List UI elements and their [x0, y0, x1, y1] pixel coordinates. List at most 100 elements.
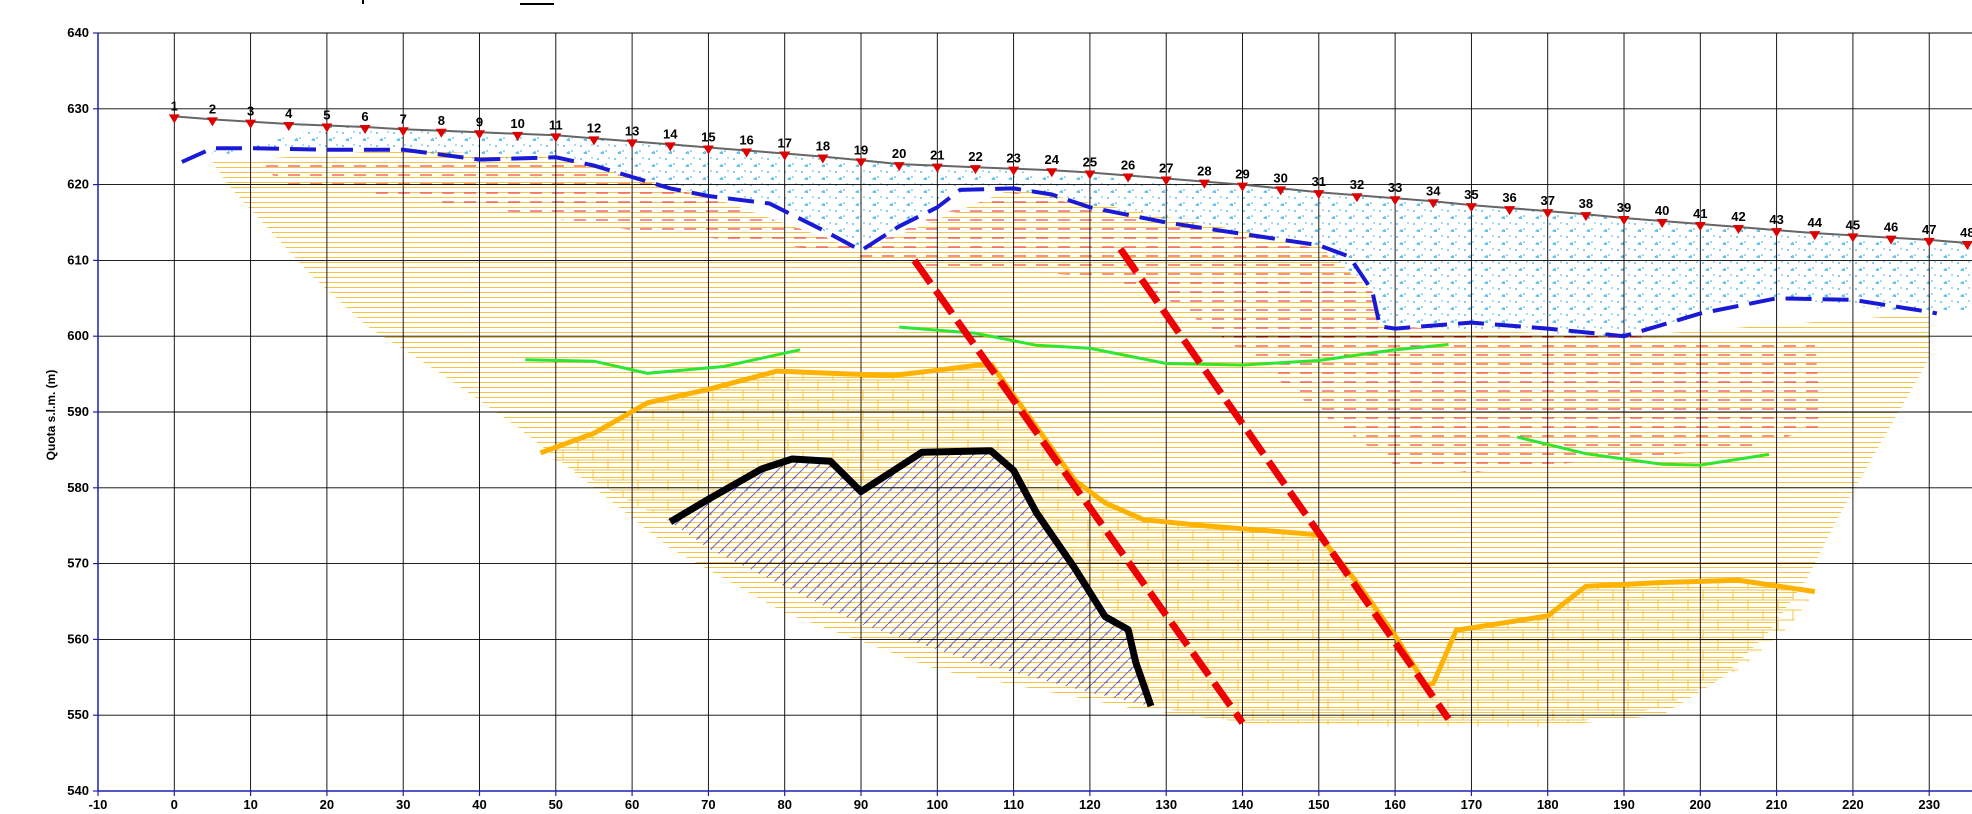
electrodes: 1 2 3 4 5 6 7 8 9 10 11 12 13 14 15 16 17 18 19 20 21 22 23 24 2… — [168, 98, 1972, 250]
electrode-triangle — [626, 139, 638, 149]
electrode-marker: 7 — [397, 111, 409, 137]
axes: -10 0 10 20 30 40 50 60 70 80 90 100 110 120 130 140 150… — [67, 25, 1972, 812]
electrode-label: 7 — [400, 111, 407, 126]
diagonal-bedrock-zone — [670, 450, 1151, 707]
electrode-label: 1 — [171, 98, 178, 113]
interpreted-lines — [181, 146, 1938, 725]
x-tick-label: 150 — [1308, 797, 1330, 812]
electrode-marker: 11 — [549, 117, 563, 143]
electrode-triangle — [1809, 231, 1821, 241]
electrode-triangle — [1122, 173, 1134, 183]
electrode-label: 48 — [1960, 225, 1972, 240]
electrode-triangle — [397, 127, 409, 137]
electrode-label: 11 — [549, 117, 563, 132]
electrode-marker: 27 — [1159, 161, 1173, 186]
electrode-label: 27 — [1159, 161, 1173, 176]
electrode-marker: 25 — [1083, 154, 1097, 180]
electrode-triangle — [855, 158, 867, 168]
red-dash-zone — [250, 158, 1823, 473]
green-line-3 — [1516, 435, 1770, 467]
y-tick-label: 600 — [67, 328, 89, 343]
electrode-marker: 33 — [1388, 180, 1402, 206]
electrode-triangle — [474, 130, 486, 140]
x-tick-label: 220 — [1842, 797, 1864, 812]
x-tick-label: 40 — [472, 797, 486, 812]
electrode-label: 10 — [510, 116, 524, 131]
electrode-label: 2 — [209, 101, 216, 116]
green-line-1 — [525, 348, 801, 375]
brick-limestone-zone — [540, 363, 1815, 727]
electrode-label: 26 — [1121, 158, 1135, 173]
y-tick-label: 630 — [67, 101, 89, 116]
blue-dashed-boundary — [181, 146, 1938, 339]
x-tick-label: 230 — [1918, 797, 1940, 812]
x-tick-label: 170 — [1461, 797, 1483, 812]
x-tick-label: 130 — [1155, 797, 1177, 812]
electrode-marker: 16 — [739, 132, 754, 158]
electrode-marker: 1 — [168, 98, 180, 124]
electrode-triangle — [206, 117, 218, 127]
electrode-triangle — [1961, 240, 1972, 250]
electrode-triangle — [1237, 182, 1249, 192]
x-tick-label: 20 — [320, 797, 334, 812]
x-tick-label: 90 — [854, 797, 868, 812]
electrode-label: 44 — [1808, 215, 1823, 230]
electrode-marker: 32 — [1350, 177, 1364, 203]
electrode-triangle — [1389, 196, 1401, 206]
electrode-triangle — [321, 123, 333, 133]
electrode-triangle — [1580, 212, 1592, 222]
electrode-label: 8 — [438, 113, 445, 128]
electrode-label: 46 — [1884, 220, 1898, 235]
electrode-triangle — [245, 119, 257, 129]
electrode-label: 25 — [1083, 154, 1097, 169]
electrode-marker: 38 — [1579, 196, 1593, 222]
x-tick-label: 110 — [1003, 797, 1024, 812]
x-tick-label: 10 — [243, 797, 257, 812]
electrode-label: 21 — [930, 148, 944, 163]
electrode-triangle — [969, 165, 981, 175]
electrode-triangle — [1771, 228, 1783, 238]
electrode-triangle — [512, 131, 524, 141]
electrode-triangle — [1656, 218, 1668, 228]
y-tick-label: 620 — [67, 177, 89, 192]
electrode-triangle — [283, 121, 295, 131]
electrode-marker: 20 — [892, 146, 906, 172]
electrode-label: 47 — [1922, 222, 1936, 237]
orange-boundary-right — [988, 362, 1816, 688]
electrode-triangle — [1427, 199, 1439, 209]
electrode-marker: 35 — [1464, 187, 1479, 213]
electrode-marker: 17 — [777, 136, 792, 161]
electrode-marker: 30 — [1273, 170, 1288, 196]
electrode-label: 41 — [1693, 206, 1707, 221]
electrode-label: 19 — [854, 142, 868, 157]
topography-profile — [174, 115, 1968, 244]
electrode-triangle — [168, 114, 180, 124]
electrode-marker: 24 — [1045, 152, 1060, 178]
electrode-label: 9 — [476, 114, 483, 129]
electrode-label: 20 — [892, 146, 906, 161]
electrode-marker: 23 — [1006, 151, 1021, 176]
electrode-triangle — [1465, 203, 1477, 213]
x-tick-label: 190 — [1613, 797, 1635, 812]
electrode-label: 38 — [1579, 196, 1593, 211]
electrode-triangle — [1694, 222, 1706, 232]
fault-line-1 — [911, 258, 1246, 725]
dotted-cover-zone — [212, 125, 1972, 337]
y-axis-label: Quota s.l.m. (m) — [44, 370, 58, 461]
electrode-marker: 36 — [1502, 190, 1517, 216]
electrode-label: 18 — [816, 139, 830, 154]
electrode-triangle — [1008, 166, 1020, 176]
electrode-label: 13 — [625, 123, 639, 138]
electrode-marker: 45 — [1846, 217, 1860, 243]
electrode-marker: 37 — [1540, 193, 1555, 219]
electrode-label: 33 — [1388, 180, 1402, 195]
electrode-triangle — [664, 142, 676, 152]
title-fragment — [362, 0, 554, 5]
yellow-hatch-zone — [212, 149, 1930, 727]
electrode-marker: 22 — [968, 149, 983, 175]
electrode-label: 40 — [1655, 203, 1669, 218]
electrode-triangle — [817, 154, 829, 164]
electrode-marker: 29 — [1235, 167, 1250, 192]
y-tick-label: 550 — [67, 707, 89, 722]
